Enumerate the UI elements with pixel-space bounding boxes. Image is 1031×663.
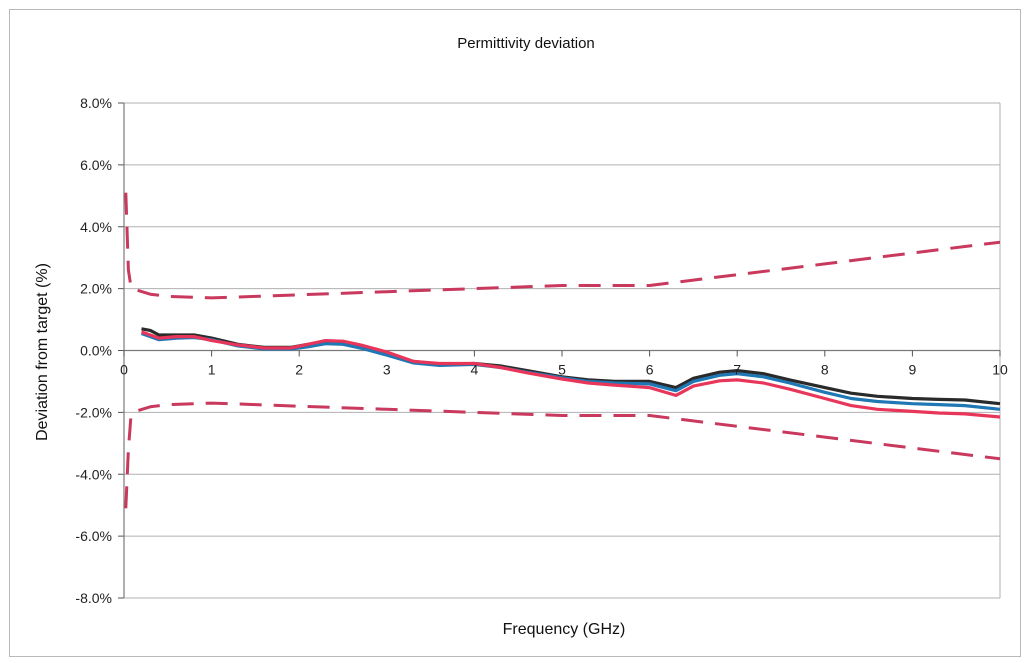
x-tick-label: 1: [208, 362, 216, 378]
y-tick-label: 0.0%: [80, 343, 112, 359]
limit-line-3: [124, 192, 1001, 300]
x-tick-label: 4: [471, 362, 479, 378]
x-tick-label: 5: [558, 362, 566, 378]
tick-labels: 8.0% 6.0% 4.0% 2.0% 0.0% -2.0% -4.0% -6.0% -8.0%…: [75, 95, 1008, 606]
series-lines: [124, 192, 1001, 509]
gridlines: [124, 102, 1000, 599]
x-tick-label: 3: [383, 362, 391, 378]
y-tick-label: 4.0%: [80, 219, 112, 235]
x-tick-label: 9: [909, 362, 917, 378]
y-axis-title: Deviation from target (%): [34, 263, 51, 441]
x-axis-title: Frequency (GHz): [503, 621, 626, 638]
chart-frame: [9, 9, 1021, 657]
y-tick-label: 2.0%: [80, 281, 112, 297]
x-tick-label: 8: [821, 362, 829, 378]
y-tick-label: 8.0%: [80, 95, 112, 111]
x-tick-label: 2: [295, 362, 303, 378]
data-series-line-1: [140, 331, 1001, 411]
x-tick-label: 10: [992, 362, 1008, 378]
x-tick-label: 0: [120, 362, 128, 378]
data-series-line-0: [141, 327, 1001, 406]
y-tick-label: -4.0%: [75, 466, 112, 482]
x-tick-label: 7: [733, 362, 741, 378]
y-tick-label: -2.0%: [75, 404, 112, 420]
y-tick-label: 6.0%: [80, 157, 112, 173]
chart-title: Permittivity deviation: [457, 35, 595, 52]
limit-line-4: [124, 401, 1001, 509]
y-tick-label: -8.0%: [75, 590, 112, 606]
axes: [118, 102, 1001, 599]
x-tick-label: 6: [646, 362, 654, 378]
data-series-line-2: [140, 330, 1001, 419]
y-tick-label: -6.0%: [75, 528, 112, 544]
